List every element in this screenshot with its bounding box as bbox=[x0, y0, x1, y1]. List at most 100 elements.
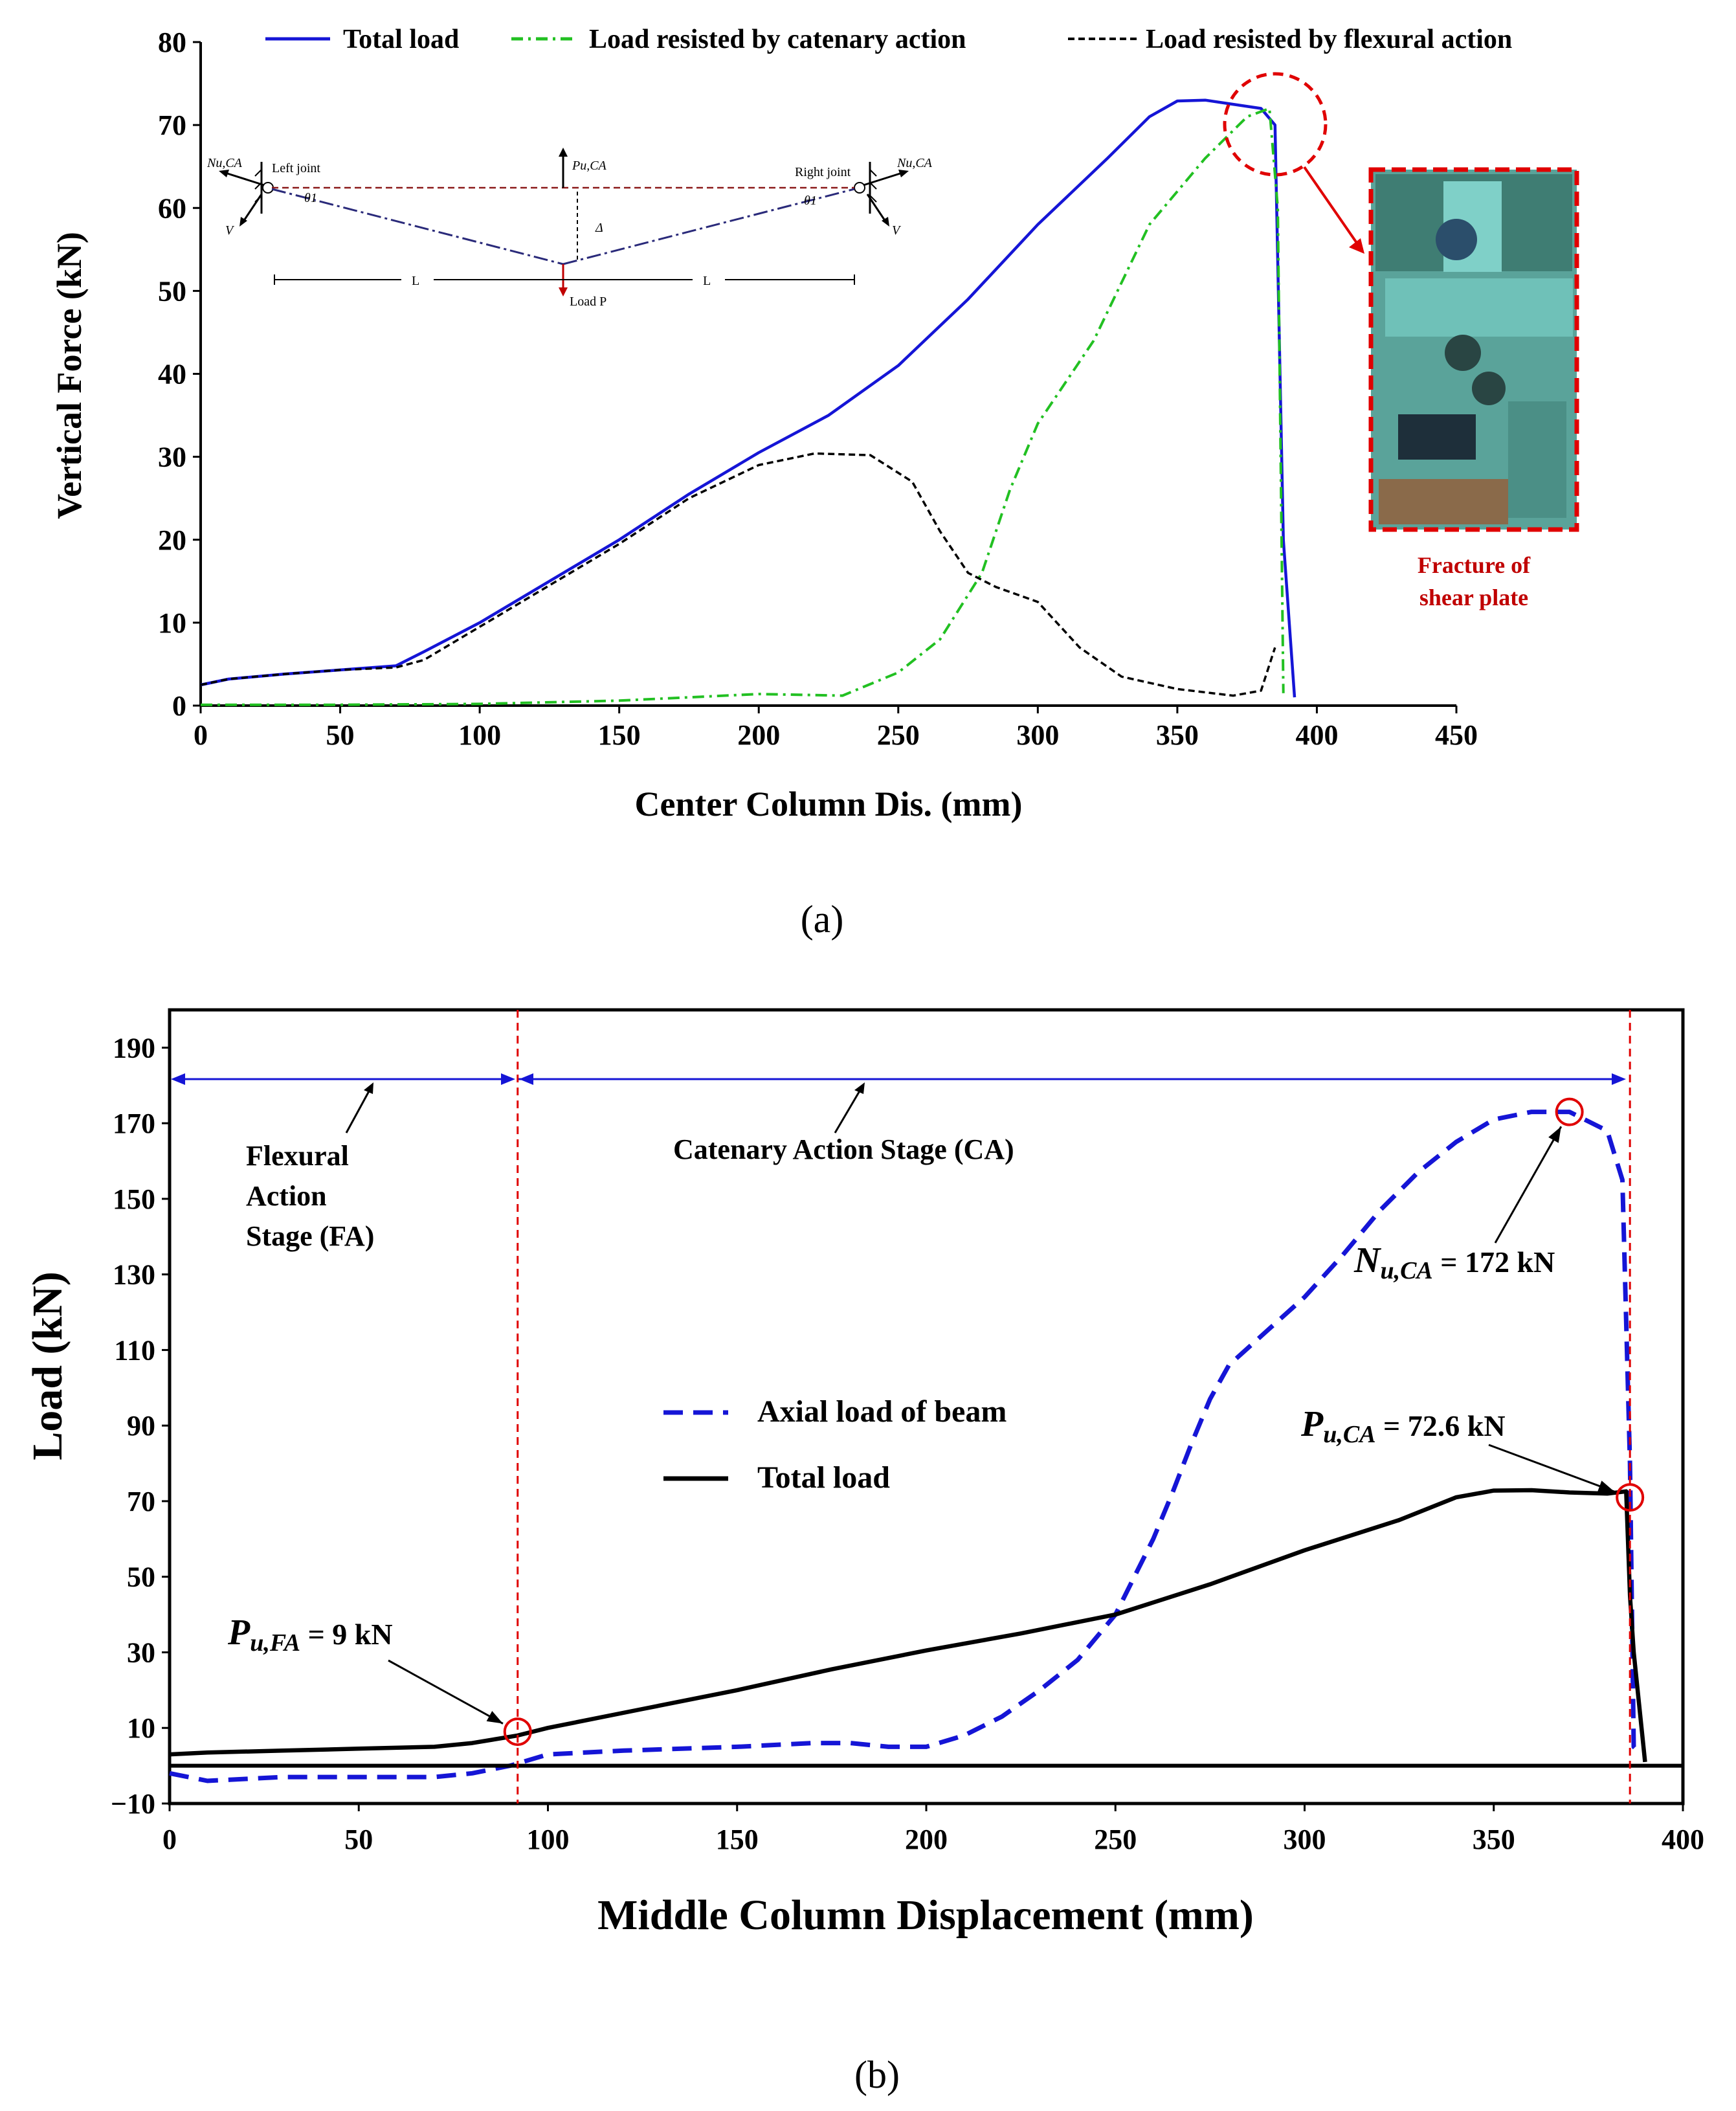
inset-v-right-label: V bbox=[892, 223, 902, 238]
y-tick-label: 10 bbox=[158, 607, 186, 639]
x-tick-label: 50 bbox=[326, 719, 355, 751]
y-tick-label: 70 bbox=[158, 109, 186, 141]
x-tick-label: 250 bbox=[877, 719, 920, 751]
y-tick-label: 30 bbox=[158, 441, 186, 473]
series-line-load-resisted-by-flexural-action bbox=[200, 452, 1276, 697]
y-tick-label: −10 bbox=[111, 1788, 155, 1820]
inset-right-joint-label: Right joint bbox=[795, 165, 851, 179]
chart-b-ticks: 0 50 100 150 200 250 300 350 400 −10 10 30 50 70 90 110… bbox=[111, 1032, 1704, 1855]
y-tick-label: 20 bbox=[158, 524, 186, 556]
x-tick-label: 0 bbox=[194, 719, 208, 751]
chart-b-y-title: Load (kN) bbox=[24, 1271, 71, 1460]
x-tick-label: 400 bbox=[1662, 1824, 1704, 1855]
y-tick-label: 70 bbox=[127, 1486, 155, 1517]
annotation-marker-puca bbox=[1616, 1483, 1645, 1512]
fa-stage-label-line1: Flexural bbox=[246, 1140, 349, 1172]
photo-caption-line2: shear plate bbox=[1419, 585, 1528, 610]
fracture-marker-circle bbox=[1223, 72, 1328, 177]
inset-right-beam bbox=[562, 188, 855, 265]
series-line-total-load bbox=[200, 98, 1296, 698]
chart-a-y-title: Vertical Force (kN) bbox=[50, 232, 89, 519]
series-line-axial-load-of-beam bbox=[169, 1110, 1643, 1783]
y-tick-label: 110 bbox=[114, 1334, 155, 1366]
y-tick-label: 10 bbox=[127, 1712, 155, 1744]
x-tick-label: 50 bbox=[344, 1824, 373, 1855]
x-tick-label: 0 bbox=[162, 1824, 177, 1855]
y-tick-label: 130 bbox=[113, 1259, 155, 1291]
chart-b-annotations: Pu,FA = 9 kN Nu,CA = 172 kN Pu,CA = 72.6 k… bbox=[170, 1010, 1683, 1804]
fa-stage-label-line2: Action bbox=[246, 1180, 327, 1212]
stage-indicators: Flexural Action Stage (FA) Catenary Acti… bbox=[171, 1073, 1626, 1252]
panel-b-label: (b) bbox=[854, 2053, 900, 2096]
inset-left-hinge bbox=[262, 182, 274, 194]
chart-a-legend: Total load Load resisted by catenary act… bbox=[265, 25, 1512, 54]
y-tick-label: 0 bbox=[172, 690, 186, 722]
annotation-arrowhead-puca bbox=[1597, 1480, 1614, 1492]
y-tick-label: 60 bbox=[158, 192, 186, 224]
fa-stage-label-line3: Stage (FA) bbox=[246, 1220, 374, 1252]
x-tick-label: 150 bbox=[716, 1824, 759, 1855]
x-tick-label: 100 bbox=[527, 1824, 570, 1855]
x-tick-label: 400 bbox=[1295, 719, 1338, 751]
annotation-arrowhead-nuca bbox=[1548, 1126, 1561, 1143]
y-tick-label: 80 bbox=[158, 27, 186, 58]
photo-caption-line1: Fracture of bbox=[1418, 552, 1531, 578]
inset-delta-label: Δ bbox=[595, 221, 603, 235]
inset-n-right-label: Nu,CA bbox=[896, 156, 933, 170]
inset-span-left-label: L bbox=[412, 274, 419, 288]
y-tick-label: 150 bbox=[113, 1183, 155, 1215]
chart-b-x-title: Middle Column Displacement (mm) bbox=[597, 1892, 1254, 1939]
chart-b-series bbox=[169, 1110, 1647, 1783]
inset-theta-left-label: θ1 bbox=[304, 191, 317, 205]
beam-diagram: Left joint Right joint Nu,CA Nu,CA Pu,CA… bbox=[206, 148, 933, 309]
series-line-load-resisted-by-catenary-action bbox=[201, 107, 1285, 706]
inset-left-beam bbox=[271, 188, 564, 265]
legend-a-flexural-label: Load resisted by flexural action bbox=[1146, 25, 1512, 54]
legend-b-total-label: Total load bbox=[757, 1460, 890, 1495]
y-tick-label: 50 bbox=[158, 275, 186, 307]
annotation-arrow-nuca bbox=[1494, 1126, 1563, 1244]
y-tick-label: 170 bbox=[113, 1108, 155, 1139]
x-tick-label: 350 bbox=[1473, 1824, 1515, 1855]
x-tick-label: 200 bbox=[905, 1824, 948, 1855]
inset-v-left-label: V bbox=[225, 223, 235, 238]
photo-icon bbox=[1368, 167, 1579, 532]
x-tick-label: 200 bbox=[737, 719, 780, 751]
annotation-marker-nuca bbox=[1555, 1097, 1584, 1126]
x-tick-label: 300 bbox=[1016, 719, 1059, 751]
panel-a-label: (a) bbox=[801, 898, 844, 941]
annotation-arrow-pufa bbox=[388, 1659, 504, 1725]
chart-b-legend: Axial load of beam Total load bbox=[663, 1394, 1007, 1495]
x-tick-label: 250 bbox=[1094, 1824, 1137, 1855]
x-tick-label: 350 bbox=[1156, 719, 1199, 751]
chart-a: 0 50 100 150 200 250 300 350 400 450 0 10 20 30 40 50 60… bbox=[50, 25, 1579, 941]
inset-right-hinge bbox=[854, 182, 865, 194]
annotation-arrow-puca bbox=[1488, 1444, 1615, 1493]
x-tick-label: 450 bbox=[1435, 719, 1478, 751]
chart-a-x-title: Center Column Dis. (mm) bbox=[635, 785, 1023, 823]
ca-stage-label: Catenary Action Stage (CA) bbox=[673, 1134, 1014, 1165]
legend-a-total-label: Total load bbox=[343, 25, 459, 54]
y-tick-label: 190 bbox=[113, 1032, 155, 1064]
annotation-label-nuca: Nu,CA = 172 kN bbox=[1353, 1240, 1555, 1284]
x-tick-label: 300 bbox=[1284, 1824, 1326, 1855]
inset-left-joint-label: Left joint bbox=[272, 161, 320, 175]
annotation-arrowhead-pufa bbox=[486, 1711, 503, 1724]
inset-theta-right-label: θ1 bbox=[804, 194, 817, 208]
inset-p-label: Pu,CA bbox=[572, 159, 607, 173]
legend-a-catenary-label: Load resisted by catenary action bbox=[589, 25, 966, 54]
y-tick-label: 90 bbox=[127, 1410, 155, 1442]
legend-b-axial-label: Axial load of beam bbox=[757, 1394, 1007, 1429]
chart-a-ticks: 0 50 100 150 200 250 300 350 400 450 0 10 20 30 40 50 60… bbox=[158, 27, 1478, 751]
y-tick-label: 40 bbox=[158, 359, 186, 390]
chart-b: 0 50 100 150 200 250 300 350 400 −10 10 30 50 70 90 110… bbox=[24, 1008, 1704, 2096]
chart-a-series bbox=[200, 98, 1296, 706]
fracture-arrow bbox=[1303, 166, 1359, 246]
y-tick-label: 30 bbox=[127, 1636, 155, 1668]
annotation-marker-pufa bbox=[503, 1717, 532, 1747]
series-line-total-load bbox=[169, 1488, 1647, 1763]
annotation-label-puca: Pu,CA = 72.6 kN bbox=[1300, 1404, 1506, 1448]
x-tick-label: 150 bbox=[598, 719, 641, 751]
